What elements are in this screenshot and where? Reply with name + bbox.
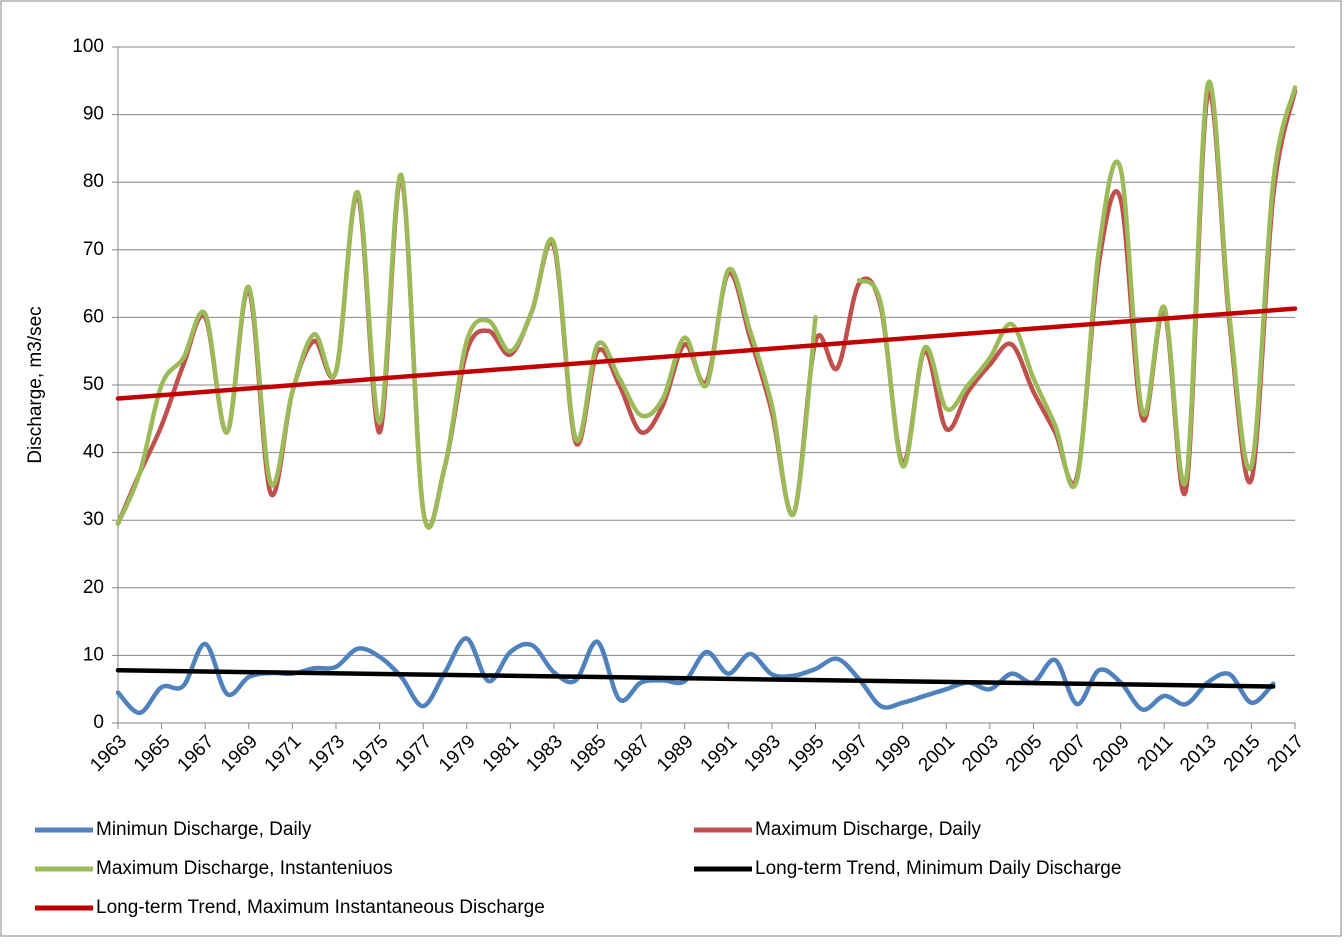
legend-label: Long-term Trend, Minimum Daily Discharge [755,858,1121,879]
legend-label: Long-term Trend, Maximum Instantaneous D… [96,897,545,918]
y-tick-label: 10 [83,644,104,665]
y-tick-label: 80 [83,171,104,192]
y-tick-label: 40 [83,442,104,463]
legend-label: Maximum Discharge, Daily [755,819,981,840]
y-tick-label: 70 [83,239,104,260]
y-tick-label: 20 [83,577,104,598]
series-line [115,79,1298,530]
y-tick-label: 60 [83,306,104,327]
y-axis-label: Discharge, m3/sec [25,306,46,463]
legend-label: Minimun Discharge, Daily [96,819,312,840]
series-line [115,636,1276,716]
series-line [115,306,1298,401]
series-line [115,668,1276,689]
y-tick-label: 50 [83,374,104,395]
y-tick-label: 100 [72,36,104,57]
y-tick-label: 30 [83,509,104,530]
y-tick-label: 0 [93,712,104,733]
legend-label: Maximum Discharge, Instanteniuos [96,858,393,879]
y-tick-label: 90 [83,104,104,125]
